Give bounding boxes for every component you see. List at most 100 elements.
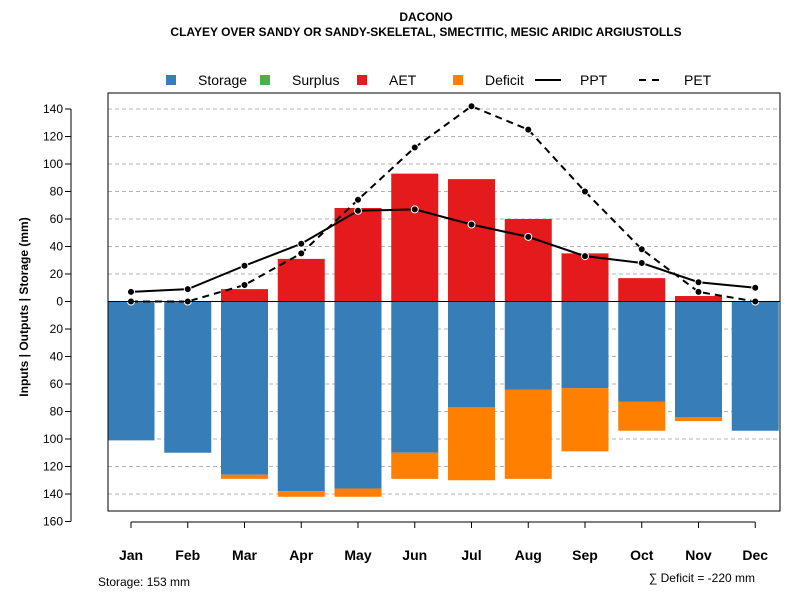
aet-bar [675, 296, 722, 302]
aet-bar [391, 173, 439, 302]
deficit-bar [221, 474, 268, 479]
deficit-bar [334, 488, 382, 497]
pet-point [637, 245, 646, 254]
storage-annotation: Storage: 153 mm [98, 575, 190, 589]
pet-point [297, 249, 306, 258]
pet-point [354, 195, 362, 204]
legend-swatch [357, 75, 367, 85]
legend-swatch [166, 75, 176, 85]
storage-bar [448, 301, 495, 408]
pet-point [581, 187, 589, 196]
ppt-point [297, 239, 306, 248]
y-tick-label: 20 [50, 322, 64, 336]
y-tick-label: 140 [43, 487, 63, 501]
aet-bar [561, 253, 609, 302]
storage-bar [277, 301, 325, 492]
ppt-point [694, 278, 703, 287]
aet-bar [277, 258, 325, 302]
legend-label: PET [684, 72, 712, 88]
aet-bar [334, 208, 382, 302]
ppt-point [354, 206, 362, 215]
storage-bar [504, 301, 552, 390]
pet-point [240, 281, 249, 289]
y-tick-label: 100 [43, 432, 63, 446]
y-tick-label: 100 [43, 157, 63, 171]
y-tick-label: 40 [50, 350, 64, 364]
ppt-line [130, 208, 756, 293]
pet-point [410, 143, 419, 152]
y-tick-label: 0 [56, 295, 63, 309]
x-tick-label: Aug [515, 547, 542, 563]
chart-title: DACONO [399, 10, 452, 24]
legend-swatch [260, 75, 270, 85]
y-tick-label: 80 [50, 405, 64, 419]
gridlines [108, 108, 780, 495]
series-lines [127, 102, 760, 306]
y-tick-label: 60 [50, 377, 64, 391]
y-tick-label: 60 [50, 212, 64, 226]
ppt-point [637, 259, 646, 267]
storage-bar [221, 301, 268, 475]
storage-bar [675, 301, 722, 417]
legend-label: PPT [580, 72, 608, 88]
ppt-point [581, 252, 589, 261]
x-tick-label: Jun [402, 547, 427, 563]
x-tick-label: Nov [685, 547, 712, 563]
storage-bar [107, 301, 155, 441]
x-tick-label: Jul [461, 547, 481, 563]
x-tick-label: Feb [175, 547, 200, 563]
ppt-point [751, 283, 760, 292]
legend-label: Storage [198, 72, 247, 88]
x-tick-label: Sep [572, 547, 598, 563]
legend-swatch [453, 75, 463, 85]
storage-bar [618, 301, 666, 402]
deficit-bar [618, 401, 666, 431]
legend-label: AET [389, 72, 417, 88]
storage-bar [561, 301, 609, 389]
x-tick-label: Apr [289, 547, 314, 563]
y-tick-label: 80 [50, 185, 64, 199]
x-tick-label: Jan [119, 547, 143, 563]
storage-bar [334, 301, 382, 489]
storage-bar [391, 301, 439, 453]
x-tick-label: Mar [232, 547, 257, 563]
aet-bar [448, 179, 495, 302]
legend-label: Deficit [485, 72, 524, 88]
deficit-bar [561, 388, 609, 452]
pet-point [467, 102, 476, 111]
ppt-point [467, 220, 476, 229]
x-tick-label: Dec [742, 547, 768, 563]
storage-bar [731, 301, 779, 431]
deficit-bar [277, 491, 325, 497]
pet-point [524, 125, 533, 134]
y-axis-label: Inputs | Outputs | Storage (mm) [17, 217, 31, 396]
y-tick-label: 160 [43, 515, 63, 529]
pet-line [131, 105, 756, 303]
y-tick-label: 40 [50, 240, 64, 254]
pet-point [694, 287, 703, 296]
axes: 0 20 40 60 80 100 120 140 20 40 60 80 100 120 140 160 Ja… [43, 92, 781, 563]
aet-bar [504, 219, 552, 302]
aet-bar [221, 289, 268, 302]
deficit-bar [391, 452, 439, 479]
ppt-point [410, 205, 419, 214]
aet-bar [618, 278, 666, 302]
ppt-point [240, 261, 249, 270]
deficit-bar [448, 407, 495, 481]
storage-bar [164, 301, 212, 453]
legend: Storage Surplus AET Deficit PPT PET [166, 72, 712, 88]
y-tick-label: 120 [43, 130, 63, 144]
chart-subtitle: CLAYEY OVER SANDY OR SANDY-SKELETAL, SME… [170, 25, 681, 39]
x-tick-label: Oct [630, 547, 654, 563]
y-tick-label: 20 [50, 267, 64, 281]
y-tick-label: 140 [43, 102, 63, 116]
x-tick-label: May [344, 547, 371, 563]
y-tick-label: 120 [43, 460, 63, 474]
ppt-point [183, 285, 192, 294]
ppt-point [127, 287, 135, 296]
deficit-bar [675, 417, 722, 422]
ppt-point [524, 232, 533, 241]
deficit-annotation: ∑ Deficit = -220 mm [649, 571, 755, 585]
deficit-bar [504, 389, 552, 479]
